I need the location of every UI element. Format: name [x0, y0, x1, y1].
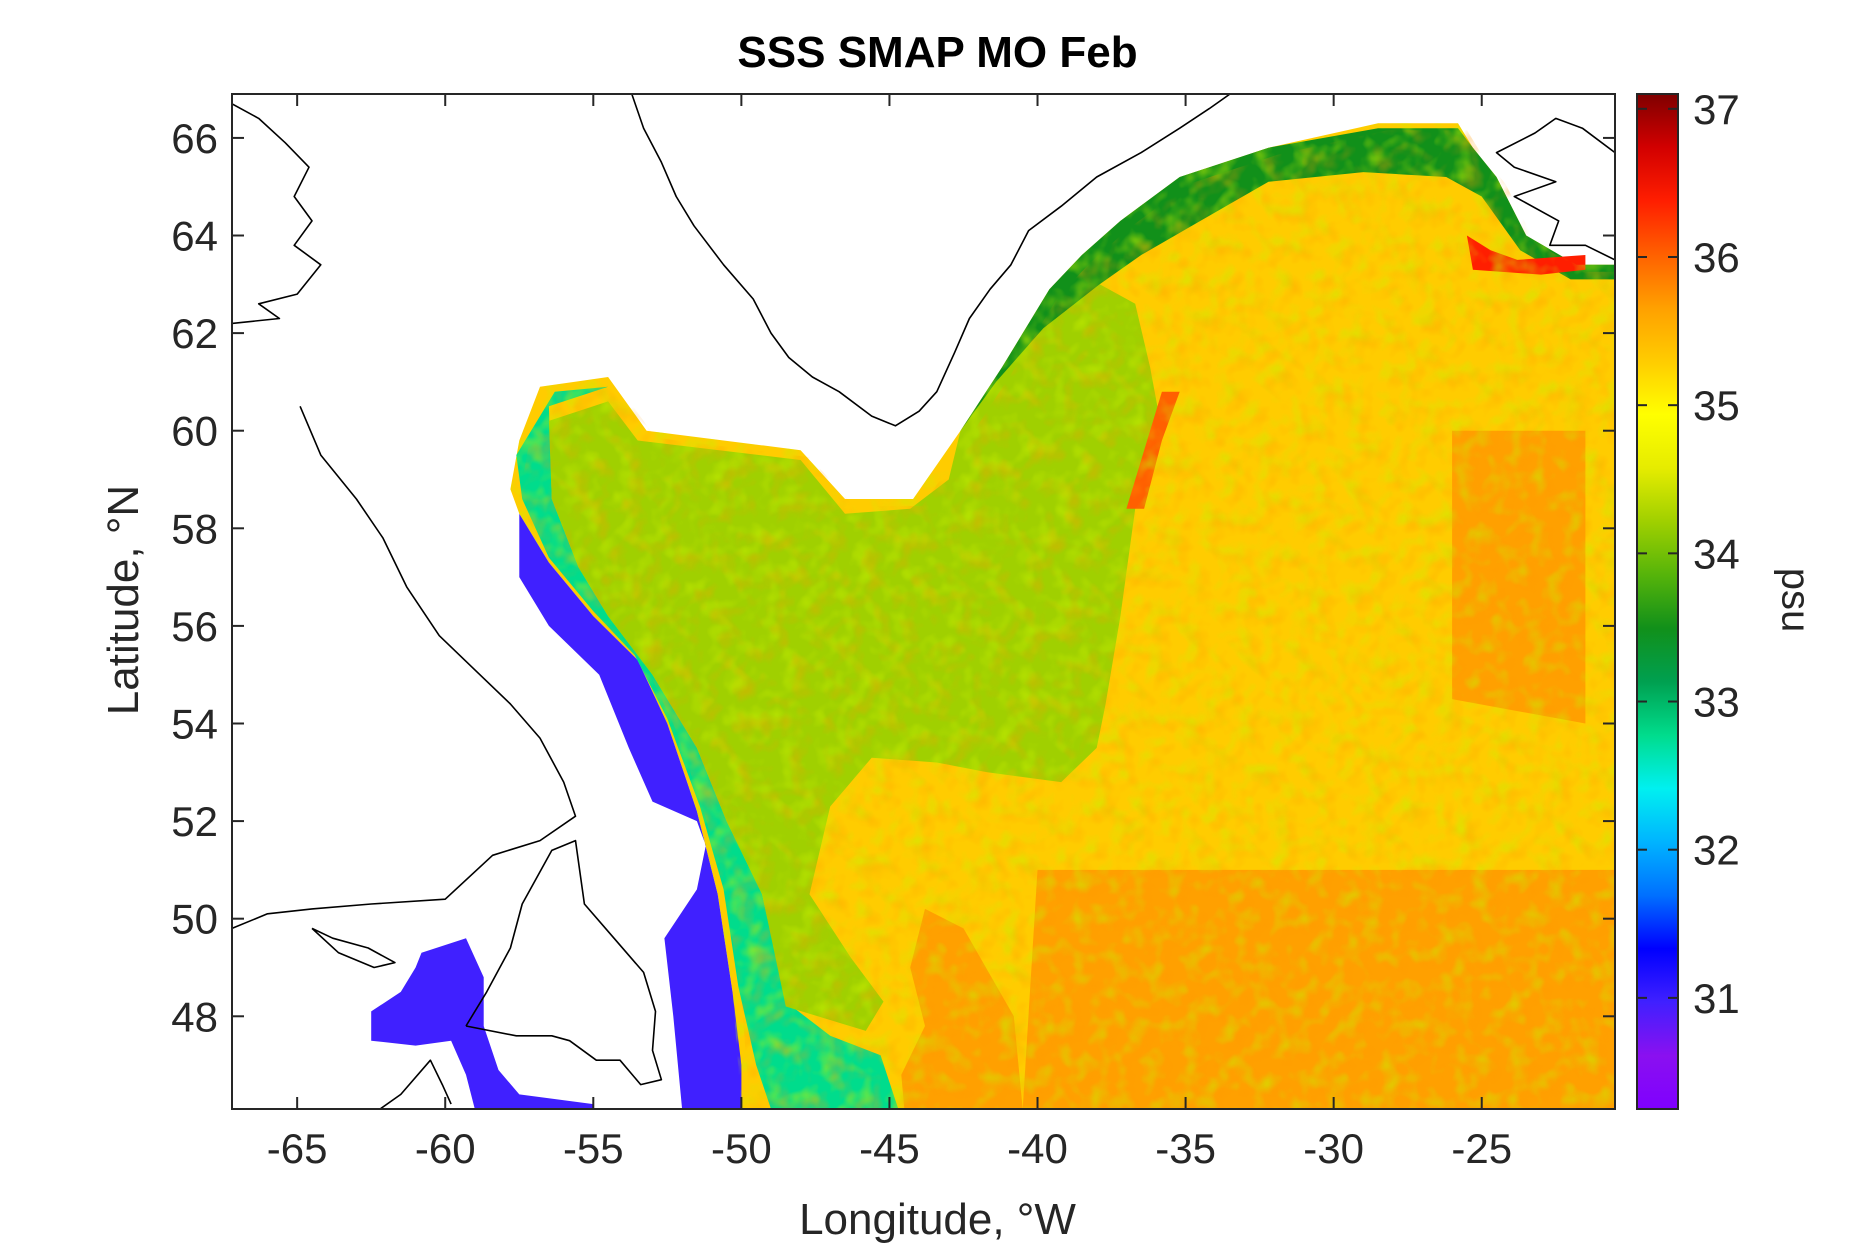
x-tick-label: -35	[1155, 1125, 1216, 1172]
y-tick-label: 64	[171, 213, 218, 260]
colorbar-tick-label: 31	[1693, 975, 1740, 1022]
pixel-texture-warm	[519, 130, 1615, 1109]
x-axis-label: Longitude, °W	[799, 1195, 1076, 1244]
x-tick-label: -60	[415, 1125, 476, 1172]
y-tick-label: 62	[171, 310, 218, 357]
colorbar-axis: 31 32 33 34 35 36 37	[1637, 86, 1740, 1022]
x-tick-label: -40	[1007, 1125, 1068, 1172]
region-labrador-shelf	[519, 513, 742, 1109]
x-tick-label: -45	[859, 1125, 920, 1172]
coastline-baffin-island	[232, 103, 322, 325]
plot-frame	[231, 93, 1616, 1110]
coastline-nova-scotia-cape-breton	[379, 1059, 452, 1109]
x-tick-label: -55	[563, 1125, 624, 1172]
y-tick-label: 60	[171, 408, 218, 455]
coastlines	[232, 94, 1615, 1109]
y-tick-label: 50	[171, 896, 218, 943]
region-gulf-st-lawrence	[371, 938, 594, 1109]
x-tick-label: -30	[1303, 1125, 1364, 1172]
salinity-field	[371, 123, 1615, 1109]
colorbar-tick-label: 32	[1693, 827, 1740, 874]
coastline-greenland-southwest-coast	[631, 94, 1231, 427]
y-tick-label: 54	[171, 700, 218, 747]
colorbar	[1636, 93, 1679, 1110]
colorbar-tick-label: 36	[1693, 234, 1740, 281]
y-axis: 48 50 52 54 56 58 60 62 64 66	[171, 115, 1615, 1040]
colorbar-tick-label: 37	[1693, 86, 1740, 133]
y-tick-label: 56	[171, 603, 218, 650]
colorbar-tick-label: 34	[1693, 530, 1740, 577]
coastline-newfoundland	[465, 839, 663, 1086]
y-tick-label: 58	[171, 505, 218, 552]
colorbar-tick-label: 35	[1693, 382, 1740, 429]
coastline-iceland	[1495, 117, 1615, 261]
x-tick-label: -50	[711, 1125, 772, 1172]
y-tick-label: 52	[171, 798, 218, 845]
y-axis-label: Latitude, °N	[99, 484, 148, 716]
coastline-anticosti-island	[311, 927, 396, 969]
y-tick-label: 48	[171, 993, 218, 1040]
colorbar-tick-label: 33	[1693, 679, 1740, 726]
x-tick-label: -25	[1451, 1125, 1512, 1172]
coastline-labrador-coast	[232, 405, 577, 930]
y-tick-label: 66	[171, 115, 218, 162]
chart-title: SSS SMAP MO Feb	[737, 28, 1138, 77]
colorbar-label: psu	[1773, 567, 1818, 633]
x-axis: -65 -60 -55 -50 -45 -40 -35 -30 -25	[267, 94, 1512, 1172]
x-tick-label: -65	[267, 1125, 328, 1172]
